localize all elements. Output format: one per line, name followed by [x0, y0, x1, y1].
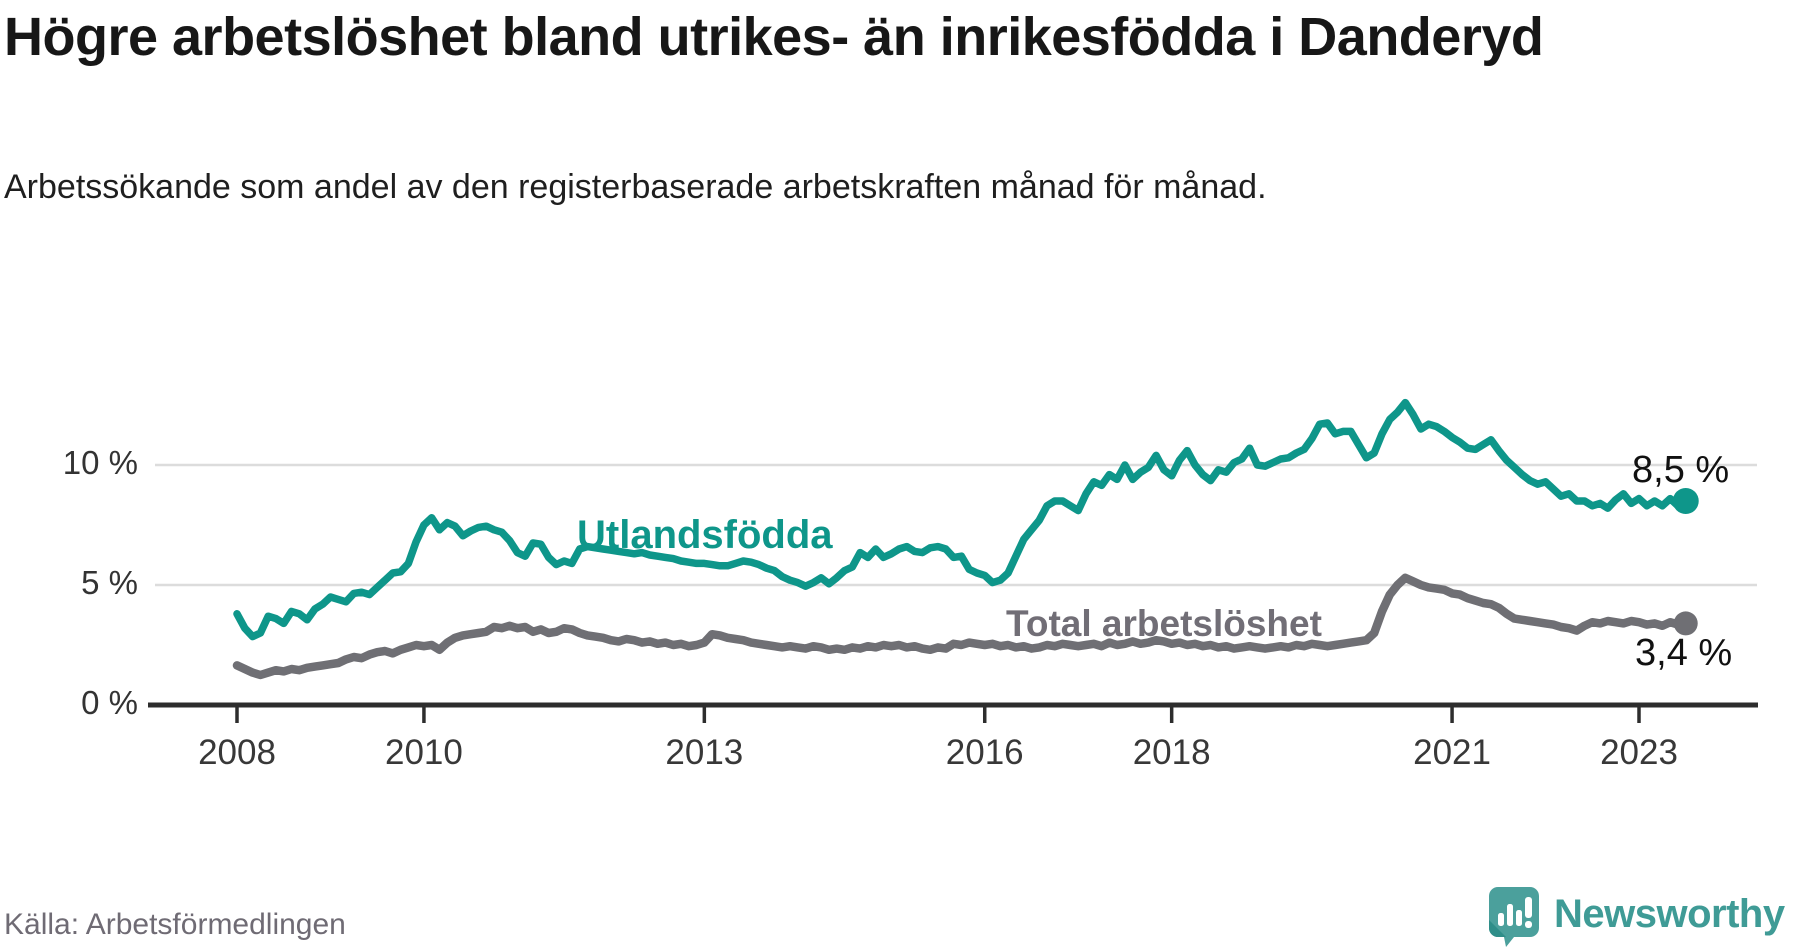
- y-axis-label-5: 5 %: [81, 564, 138, 601]
- x-axis-label-2018: 2018: [1132, 733, 1211, 772]
- series-line-utlandsfodda: [233, 398, 1690, 641]
- newsworthy-logo-icon: [1489, 887, 1539, 947]
- source-credit: Källa: Arbetsförmedlingen: [4, 908, 346, 941]
- series-line-total: [232, 573, 1690, 680]
- series-end-dot-total: [1673, 611, 1698, 636]
- end-value-label-utlandsfodda: 8,5 %: [1632, 449, 1730, 491]
- series-end-dot-utlandsfodda: [1672, 488, 1699, 514]
- newsworthy-logo: Newsworthy: [1488, 886, 1798, 948]
- x-axis-label-2023: 2023: [1600, 733, 1678, 772]
- y-axis-label-0: 0 %: [81, 684, 138, 721]
- x-axis-label-2021: 2021: [1413, 733, 1491, 772]
- page-title: Högre arbetslöshet bland utrikes- än inr…: [4, 7, 1544, 67]
- series-label-utlandsfodda: Utlandsfödda: [577, 513, 833, 557]
- page-subtitle: Arbetssökande som andel av den registerb…: [4, 168, 1267, 206]
- x-axis-label-2016: 2016: [945, 733, 1024, 772]
- x-axis-label-2013: 2013: [665, 733, 744, 772]
- y-axis-label-10: 10 %: [62, 444, 138, 481]
- end-value-label-total: 3,4 %: [1635, 632, 1733, 674]
- x-axis-label-2010: 2010: [384, 733, 463, 772]
- newsworthy-logo-text: Newsworthy: [1554, 892, 1785, 936]
- x-axis-label-2008: 2008: [198, 733, 276, 772]
- series-label-total-arbetsloshet: Total arbetslöshet: [1006, 603, 1322, 644]
